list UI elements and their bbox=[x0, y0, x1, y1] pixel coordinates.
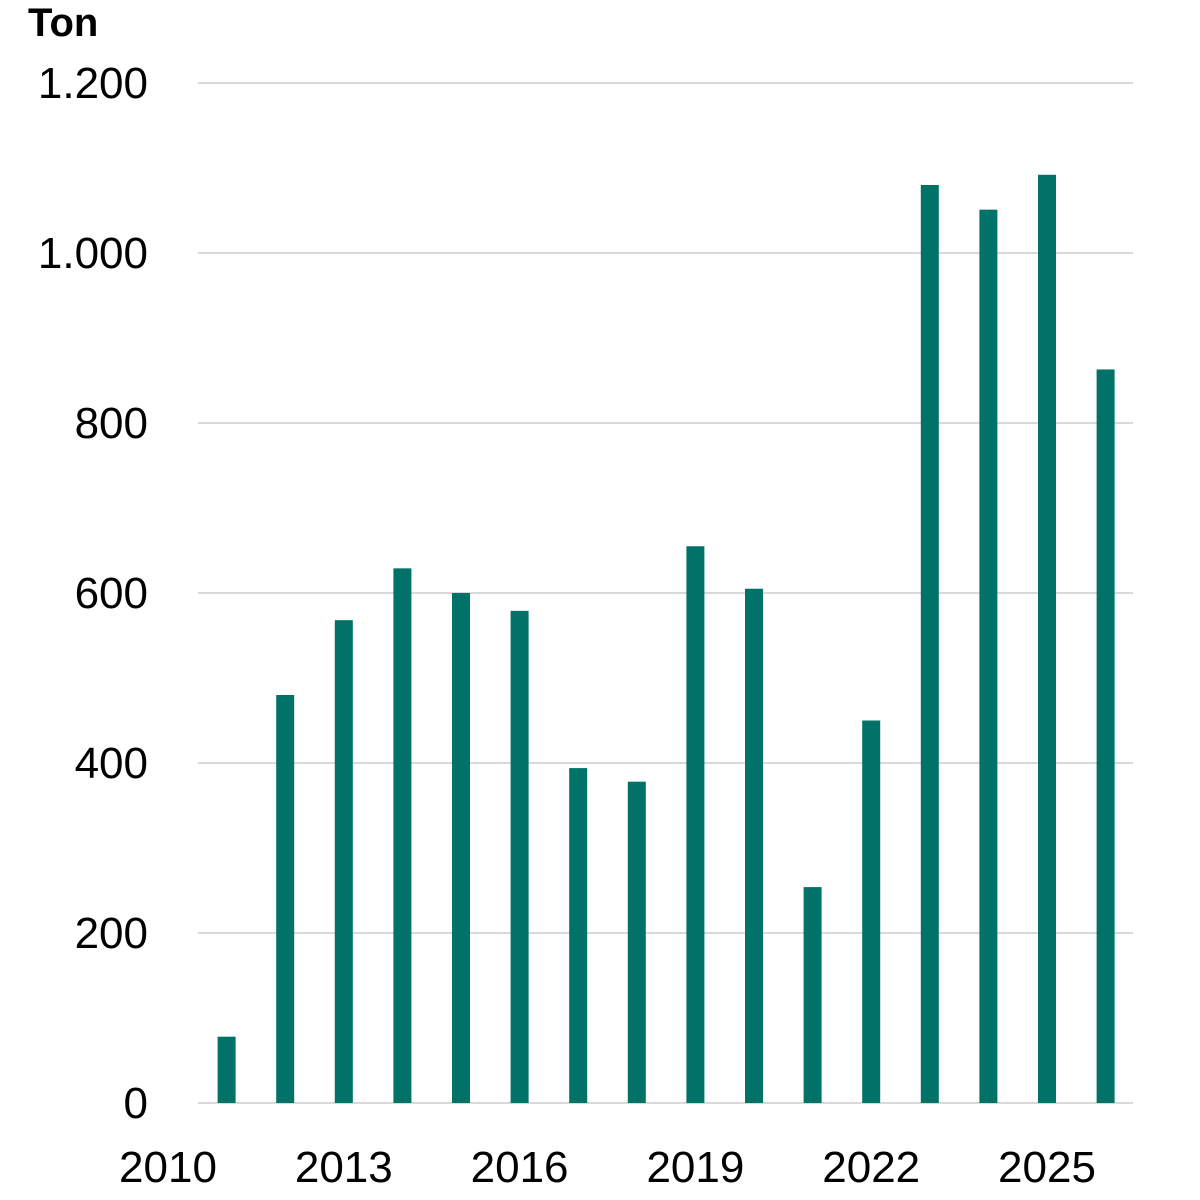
bar-2014 bbox=[393, 568, 412, 1103]
bar-2011 bbox=[217, 1036, 236, 1103]
bar-2026 bbox=[1096, 369, 1115, 1103]
bar-2012 bbox=[276, 695, 295, 1103]
bar-2017 bbox=[569, 768, 588, 1103]
bars bbox=[217, 174, 1115, 1104]
bar-2021 bbox=[803, 887, 822, 1103]
bar-2020 bbox=[745, 588, 763, 1103]
bar-2019 bbox=[686, 546, 705, 1103]
bar-2015 bbox=[452, 593, 470, 1103]
bar-2022 bbox=[862, 720, 881, 1103]
y-tick-label: 0 bbox=[124, 1079, 148, 1128]
y-tick-label: 400 bbox=[75, 739, 148, 788]
y-tick-label: 1.200 bbox=[38, 59, 148, 108]
y-tick-label: 1.000 bbox=[38, 229, 148, 278]
y-tick-label: 200 bbox=[75, 909, 148, 958]
x-tick-label: 2013 bbox=[295, 1143, 393, 1192]
y-axis-ticks: 0 200 400 600 800 1.000 1.200 bbox=[38, 59, 148, 1128]
x-tick-label: 2019 bbox=[646, 1143, 744, 1192]
bar-2023 bbox=[920, 185, 939, 1103]
y-tick-label: 600 bbox=[75, 569, 148, 618]
bar-2013 bbox=[334, 620, 353, 1103]
y-tick-label: 800 bbox=[75, 399, 148, 448]
bar-2016 bbox=[510, 610, 529, 1103]
bar-2025 bbox=[1038, 174, 1056, 1104]
x-tick-label: 2010 bbox=[119, 1143, 217, 1192]
x-tick-label: 2025 bbox=[998, 1143, 1096, 1192]
x-axis-ticks: 2010 2013 2016 2019 2022 2025 bbox=[119, 1143, 1096, 1192]
y-axis-title: Ton bbox=[28, 1, 98, 45]
gridlines bbox=[198, 82, 1133, 1104]
x-tick-label: 2022 bbox=[822, 1143, 920, 1192]
bar-2018 bbox=[627, 781, 646, 1103]
bar-2024 bbox=[979, 209, 998, 1103]
x-tick-label: 2016 bbox=[471, 1143, 569, 1192]
